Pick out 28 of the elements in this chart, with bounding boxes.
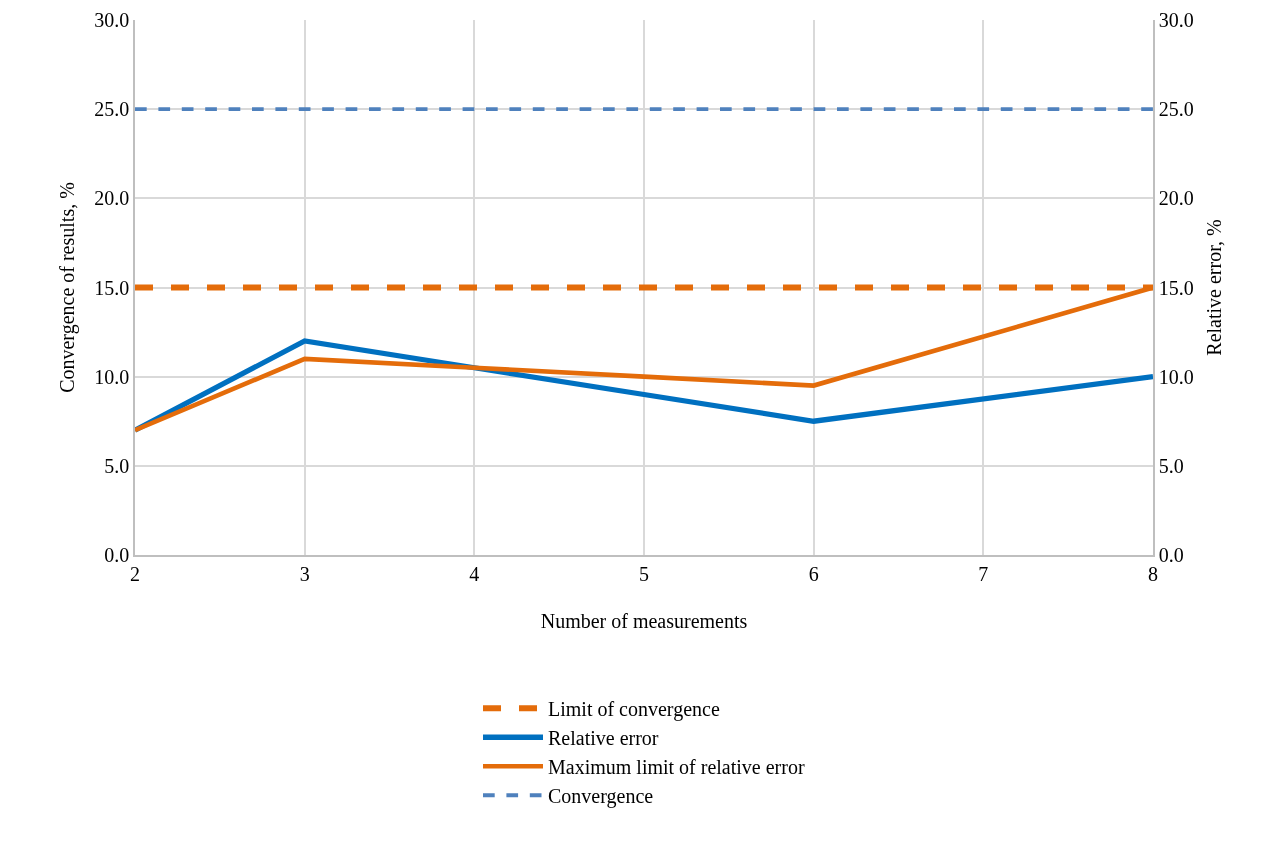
y-tick-label: 30.0: [94, 9, 130, 31]
y-tick-label: 15.0: [94, 276, 130, 299]
y2-tick-label: 10.0: [1158, 365, 1194, 388]
y2-tick-label: 0.0: [1158, 544, 1184, 566]
legend-label: Maximum limit of relative error: [548, 756, 805, 779]
x-tick-label: 8: [1148, 562, 1158, 585]
y2-tick-label: 30.0: [1158, 9, 1194, 31]
x-tick-label: 5: [639, 562, 649, 585]
y2-tick-label: 25.0: [1158, 98, 1194, 121]
y-tick-label: 5.0: [104, 454, 130, 477]
y-tick-label: 20.0: [94, 187, 130, 210]
x-tick-label: 3: [299, 562, 310, 585]
y2-tick-label: 15.0: [1158, 276, 1194, 299]
y2-tick-label: 20.0: [1158, 187, 1194, 210]
legend-label: Relative error: [548, 727, 659, 750]
y2-axis-title: Relative error, %: [1202, 219, 1225, 356]
y-tick-label: 25.0: [94, 98, 130, 121]
x-tick-label: 4: [469, 562, 480, 585]
x-axis-title: Number of measurements: [540, 609, 748, 632]
y-axis-title: Convergence of results, %: [56, 182, 80, 393]
legend-label: Limit of convergence: [548, 698, 720, 722]
legend-label: Convergence: [548, 785, 654, 809]
x-tick-label: 2: [130, 562, 140, 585]
y-tick-label: 0.0: [104, 544, 130, 566]
y2-tick-label: 5.0: [1158, 454, 1184, 477]
x-tick-label: 7: [978, 562, 989, 585]
x-tick-label: 6: [808, 562, 819, 585]
y-tick-label: 10.0: [94, 365, 130, 388]
